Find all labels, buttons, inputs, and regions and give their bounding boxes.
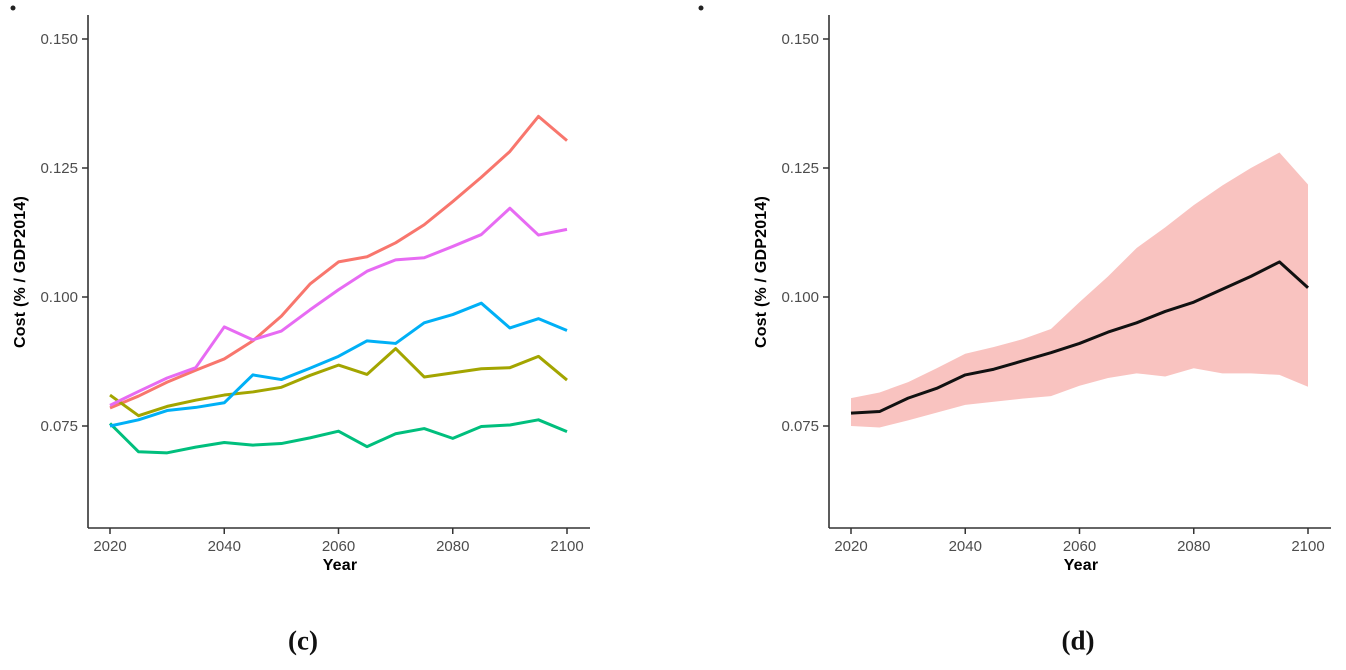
x-tick-label-c: 2100: [550, 538, 583, 555]
chart-panel-d: 0.075 0.100 0.125 0.150 2020 2040 2060 2080 2100: [781, 15, 1331, 555]
x-tick-label-d: 2080: [1177, 538, 1210, 555]
series-blue-line: [109, 301, 568, 428]
series-median-black-line: [850, 260, 1310, 415]
x-axis-title-c: Year: [322, 557, 358, 574]
x-tick-label-d: 2100: [1291, 538, 1324, 555]
x-tick-label-c: 2060: [322, 538, 355, 555]
x-tick-label-d: 2040: [949, 538, 982, 555]
confidence-ribbon-d: [851, 152, 1308, 428]
y-tick-label-c: 0.100: [40, 289, 78, 306]
series-green-line: [108, 418, 568, 455]
x-tick-label-c: 2020: [93, 538, 126, 555]
y-tick-label-d: 0.150: [781, 31, 819, 48]
y-tick-label-d: 0.100: [781, 289, 819, 306]
caption-c: (c): [288, 625, 318, 656]
caption-d: (d): [1061, 625, 1095, 656]
y-tick-label-d: 0.125: [781, 160, 819, 177]
y-tick-label-c: 0.150: [40, 31, 78, 48]
y-tick-label-c: 0.125: [40, 160, 78, 177]
charts-svg: 0.075 0.100 0.125 0.150 2020 2040 2060 2080 2100…: [10, 5, 1331, 555]
x-tick-label-d: 2060: [1063, 538, 1096, 555]
x-tick-label-d: 2020: [834, 538, 867, 555]
chart-panel-c: 0.075 0.100 0.125 0.150 2020 2040 2060 2080 2100: [40, 15, 590, 555]
scan-artifact-dot: [10, 5, 16, 11]
y-tick-label-d: 0.075: [781, 418, 819, 435]
y-axis-title-c: Cost (% / GDP2014): [12, 195, 29, 349]
y-axis-title-d: Cost (% / GDP2014): [753, 195, 770, 349]
x-axis-title-d: Year: [1063, 557, 1099, 574]
x-tick-label-c: 2040: [208, 538, 241, 555]
scan-artifact-dot: [698, 5, 704, 11]
series-olive-line: [109, 347, 568, 418]
series-magenta-line: [109, 206, 568, 407]
x-tick-label-c: 2080: [436, 538, 469, 555]
series-red-line: [109, 114, 568, 410]
y-tick-label-c: 0.075: [40, 418, 78, 435]
